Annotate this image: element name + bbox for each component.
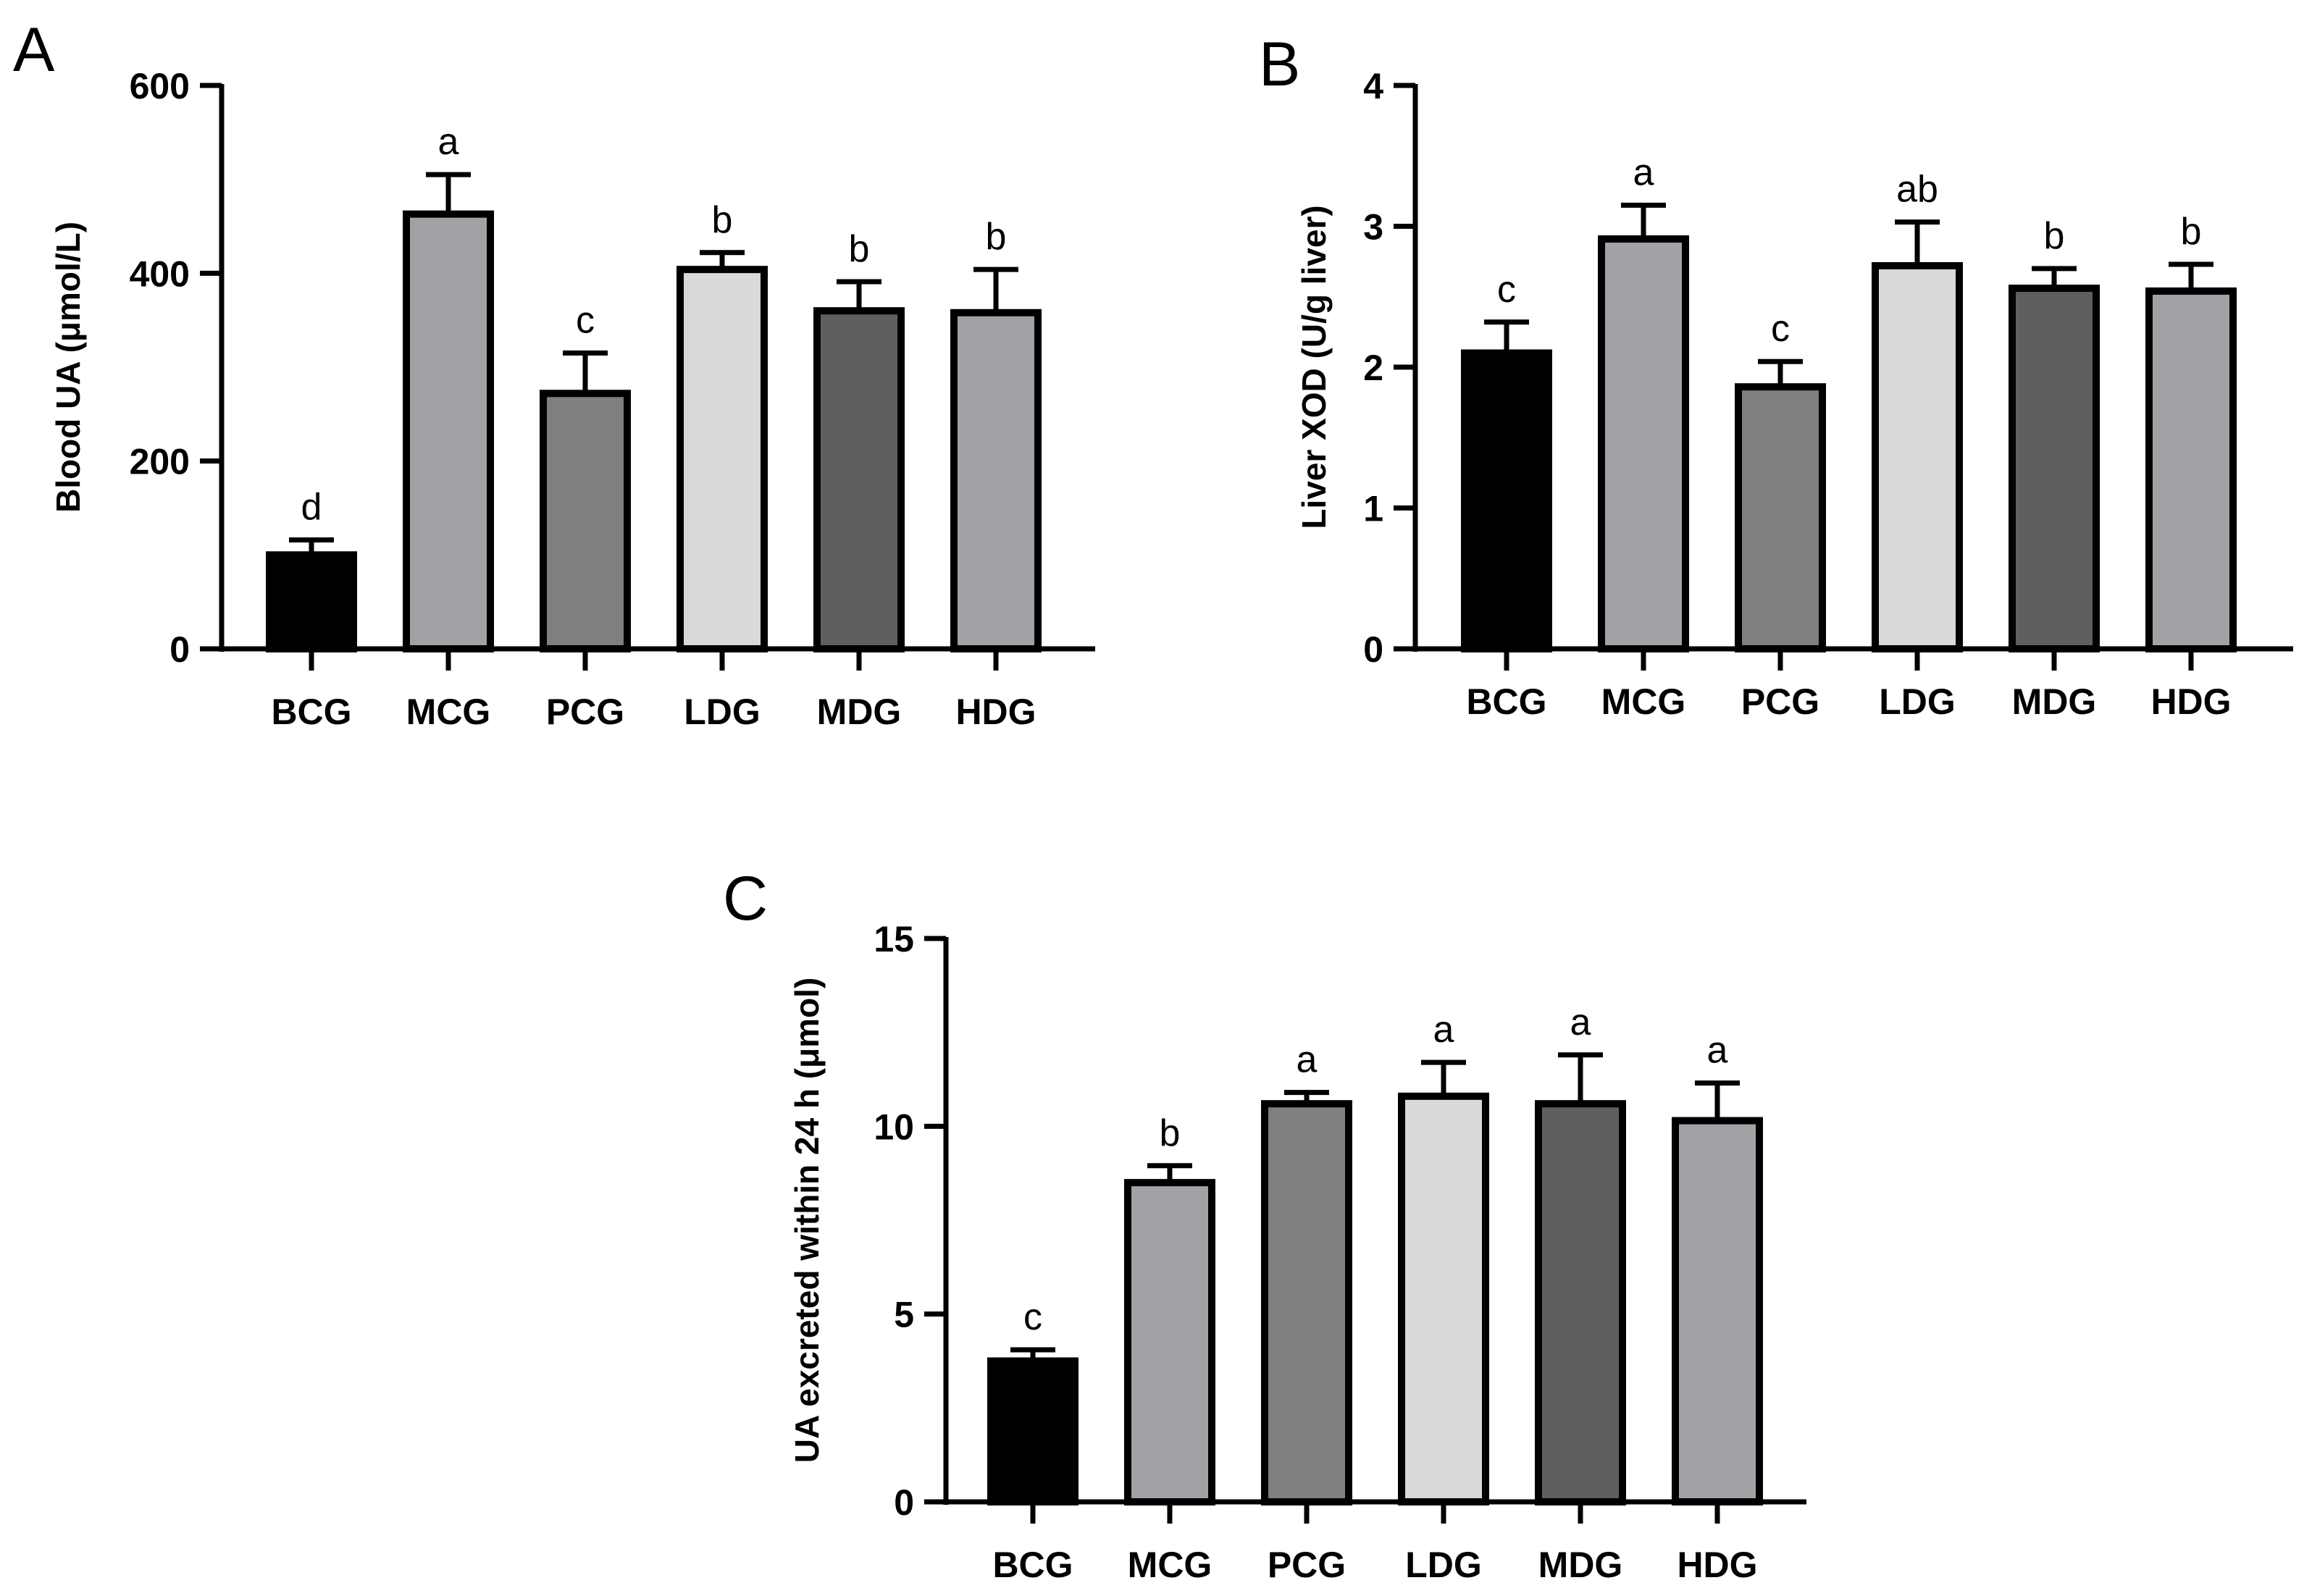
y-tick-label: 0 [894,1482,914,1523]
y-tick-label: 1 [1363,489,1383,529]
x-tick-label: LDG [1879,681,1956,722]
bar-ldg [1872,261,1963,652]
x-tick-label: LDG [1405,1545,1482,1585]
y-axis-title: Liver XOD (U/g liver) [1295,205,1333,529]
y-tick-label: 3 [1363,207,1383,248]
y-tick-label: 600 [130,66,190,106]
y-tick-label: 400 [130,253,190,294]
bar-mdg [2009,285,2100,652]
significance-label: a [1433,1009,1454,1051]
y-tick-label: 4 [1363,66,1383,106]
y-tick-label: 0 [1363,629,1383,670]
x-tick-label: PCG [1268,1545,1346,1585]
chart-panel-a: A 0 200 400 600 Blood UA (μmol/L) d BCG a MCG c PCG… [13,15,1095,732]
bar-mdg [1535,1100,1626,1506]
chart-panel-c: C 0 5 10 15 UA excreted within 24 h (μmol) c BC… [723,864,1806,1585]
significance-label: c [1023,1296,1042,1338]
significance-label: ab [1896,169,1938,211]
bar-mdg [813,307,905,652]
significance-label: c [576,300,595,342]
bar-ldg [677,266,768,652]
x-tick-label: HDG [2150,681,2231,722]
significance-label: b [712,199,733,241]
significance-label: d [301,487,322,529]
x-tick-label: MCG [1128,1545,1212,1585]
y-axis-title: UA excreted within 24 h (μmol) [788,978,826,1463]
x-tick-label: LDG [684,692,761,732]
significance-label: b [2181,211,2202,253]
y-tick-label: 0 [169,629,190,670]
significance-label: c [1771,308,1790,350]
y-tick-label: 5 [894,1295,914,1335]
significance-label: a [1297,1039,1318,1081]
bar-pcg [1735,383,1826,652]
bar-mcg [1598,235,1689,652]
bar-hdg [950,308,1042,652]
significance-label: a [438,121,459,163]
y-tick-label: 200 [130,442,190,482]
significance-label: a [1633,151,1654,193]
panel-letter: B [1259,30,1300,99]
x-tick-label: BCG [1466,681,1546,722]
x-tick-label: MCG [406,692,491,732]
significance-label: b [2044,215,2065,257]
x-tick-label: MDG [2012,681,2097,722]
panel-letter: A [13,15,55,85]
significance-label: a [1707,1030,1728,1072]
chart-panel-b: B 0 1 2 3 4 Liver XOD (U/g liver) c BCG a MCG c PCG a… [1259,30,2293,722]
x-tick-label: MDG [817,692,902,732]
bar-hdg [2145,287,2237,652]
bar-pcg [540,390,631,652]
bar-pcg [1261,1100,1352,1506]
significance-label: a [1570,1001,1591,1043]
bar-bcg [1461,349,1552,652]
bar-bcg [266,551,357,652]
y-tick-label: 2 [1363,348,1383,388]
x-tick-label: HDG [1677,1545,1757,1585]
x-tick-label: MCG [1601,681,1686,722]
bar-bcg [987,1357,1078,1505]
significance-label: b [849,228,870,270]
y-axis-title: Blood UA (μmol/L) [49,222,87,513]
bar-mcg [403,210,494,653]
bar-mcg [1124,1179,1215,1505]
x-tick-label: HDG [955,692,1036,732]
bar-ldg [1398,1092,1489,1505]
bar-hdg [1672,1117,1763,1505]
x-tick-label: MDG [1538,1545,1623,1585]
x-tick-label: BCG [992,1545,1073,1585]
significance-label: b [1160,1112,1181,1154]
y-tick-label: 15 [874,919,914,959]
panel-letter: C [723,864,768,933]
x-tick-label: PCG [546,692,624,732]
x-tick-label: BCG [271,692,351,732]
y-tick-label: 10 [874,1106,914,1147]
significance-label: c [1497,269,1516,311]
significance-label: b [986,216,1007,258]
x-tick-label: PCG [1741,681,1819,722]
